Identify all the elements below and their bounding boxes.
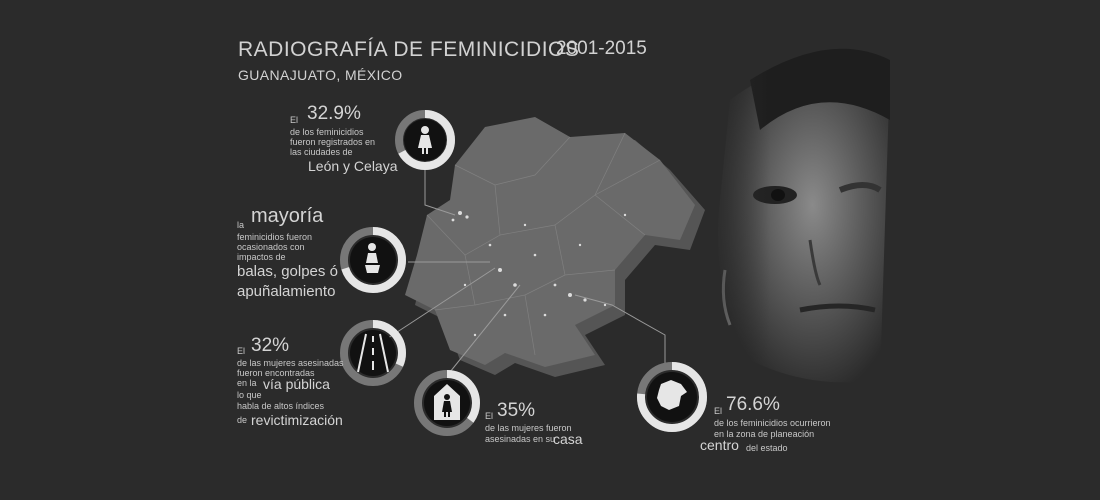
stat-center-prefix: El — [714, 406, 723, 416]
stat-leon-line1: de los feminicidios — [290, 127, 364, 137]
stat-street-line6: de — [237, 415, 248, 425]
stat-home-value: 35% — [497, 400, 536, 421]
stat-street-prefix: El — [237, 346, 246, 356]
stat-street-value: 32% — [251, 335, 290, 356]
stat-leon-line2: fueron registrados en — [290, 137, 376, 147]
stat-weapons-line1: feminicidios fueron — [237, 232, 313, 242]
year-range: 2001-2015 — [556, 38, 647, 59]
center-donut — [637, 362, 707, 432]
stat-center-line3: del estado — [746, 443, 788, 453]
leon-donut — [395, 110, 455, 170]
victim-icon — [365, 243, 380, 273]
stat-center-value: 76.6% — [726, 394, 780, 415]
weapons-donut — [340, 227, 406, 293]
stat-street-line5: habla de altos índices — [237, 401, 325, 411]
stat-weapons-highlight2: apuñalamiento — [237, 283, 336, 300]
stat-center-line1: de los feminicidios ocurrieron — [714, 418, 831, 428]
home-donut — [414, 370, 480, 436]
road-icon — [357, 333, 389, 373]
stat-weapons-line2: ocasionados con — [237, 242, 305, 252]
stat-weapons-highlight1: balas, golpes ó — [237, 263, 338, 280]
portrait-image — [690, 40, 920, 400]
stat-street-highlight1: vía pública — [263, 376, 330, 392]
stat-leon-prefix: El — [290, 115, 299, 125]
state-map — [405, 117, 705, 377]
street-donut — [340, 320, 406, 386]
stat-leon-value: 32.9% — [307, 103, 361, 124]
stat-street-highlight2: revictimización — [251, 412, 343, 428]
stat-leon-highlight: León y Celaya — [308, 158, 398, 174]
stat-street-line3a: en la — [237, 378, 257, 388]
stat-leon-line3: las ciudades de — [290, 147, 353, 157]
stat-street-line4: lo que — [237, 390, 262, 400]
state-map-icon — [657, 380, 687, 410]
stat-weapons-value: mayoría — [251, 205, 324, 227]
stat-home-highlight: casa — [553, 431, 583, 447]
stat-home-line1: de las mujeres fueron — [485, 423, 572, 433]
stat-center-line2: en la zona de planeación — [714, 429, 815, 439]
stat-weapons-line3: impactos de — [237, 252, 286, 262]
woman-icon — [418, 126, 432, 154]
house-woman-icon — [434, 384, 460, 420]
stat-home-prefix: El — [485, 411, 494, 421]
stat-weapons-prefix: la — [237, 220, 245, 230]
stat-home-line2: asesinadas en su — [485, 434, 556, 444]
stat-street-line2: fueron encontradas — [237, 368, 315, 378]
page-subtitle: GUANAJUATO, MÉXICO — [238, 67, 403, 83]
page-title: RADIOGRAFÍA DE FEMINICIDIOS — [238, 38, 580, 61]
stat-street-line1: de las mujeres asesinadas — [237, 358, 344, 368]
stat-center-highlight: centro — [700, 437, 739, 453]
